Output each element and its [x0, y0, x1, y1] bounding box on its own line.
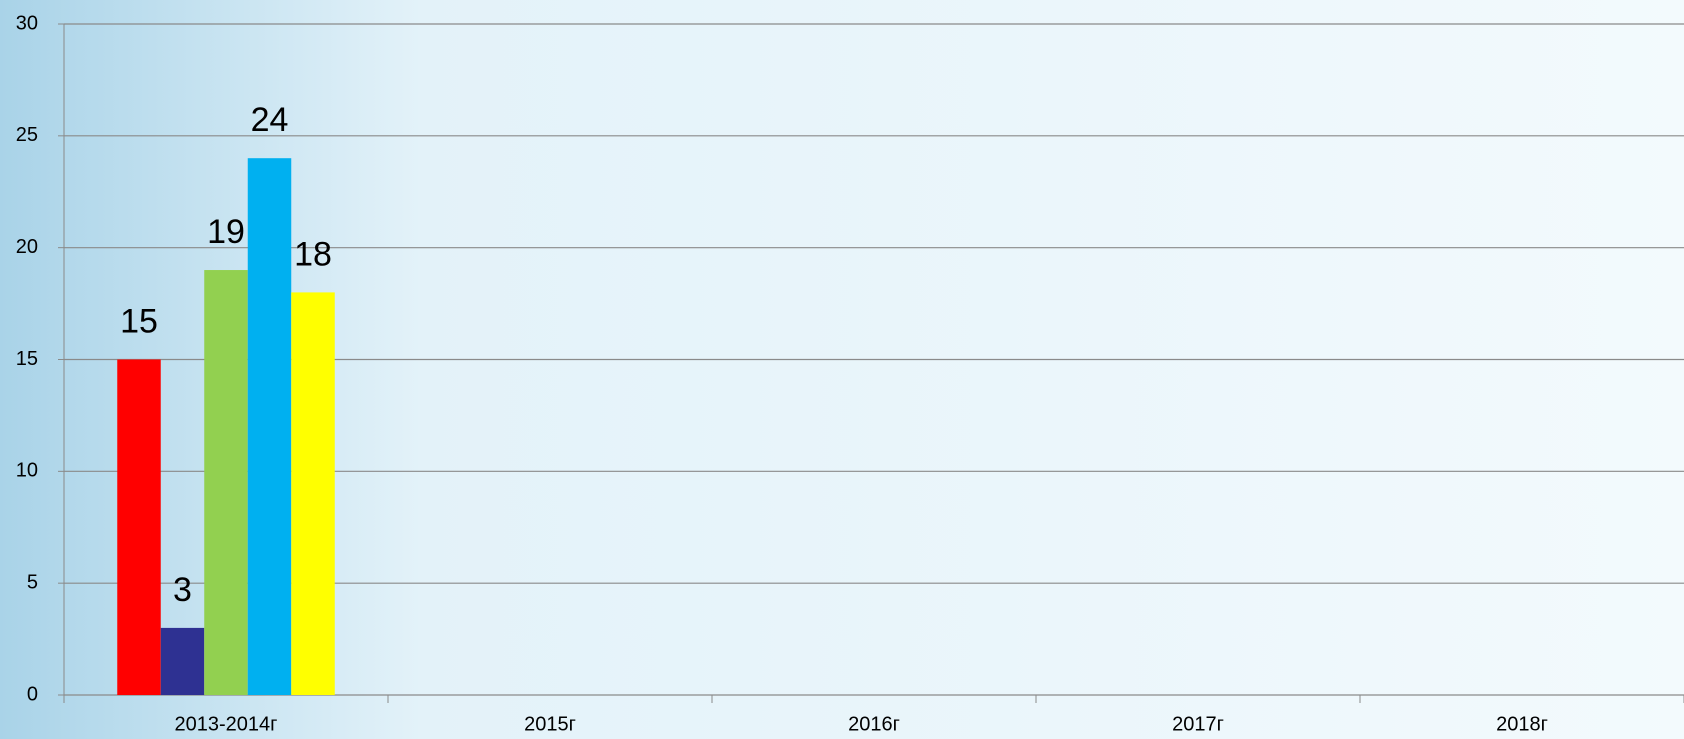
x-tick-label: 2018г — [1496, 713, 1548, 735]
y-tick-label: 5 — [27, 571, 38, 593]
value-label: 18 — [294, 235, 332, 273]
bar — [204, 270, 248, 695]
chart: 0 5 10 15 20 25 30 2013-2014г 15 2015г 3 2016г 19 201… — [0, 0, 1684, 739]
x-tick-label: 2016г — [848, 713, 900, 735]
x-tick-label: 2017г — [1172, 713, 1224, 735]
bar — [291, 292, 335, 695]
value-label: 3 — [173, 571, 192, 609]
y-tick-label: 20 — [16, 236, 38, 258]
y-tick-label: 30 — [16, 12, 38, 34]
x-tick-label: 2013-2014г — [175, 713, 278, 735]
x-tick-label: 2015г — [524, 713, 576, 735]
value-label: 15 — [120, 302, 158, 340]
bar — [161, 628, 205, 695]
value-label: 19 — [207, 213, 245, 251]
y-tick-label: 15 — [16, 348, 38, 370]
value-label: 24 — [251, 101, 289, 139]
bar — [117, 360, 161, 696]
y-tick-label: 0 — [27, 683, 38, 705]
bar — [248, 158, 292, 695]
y-tick-label: 10 — [16, 460, 38, 482]
y-tick-label: 25 — [16, 124, 38, 146]
